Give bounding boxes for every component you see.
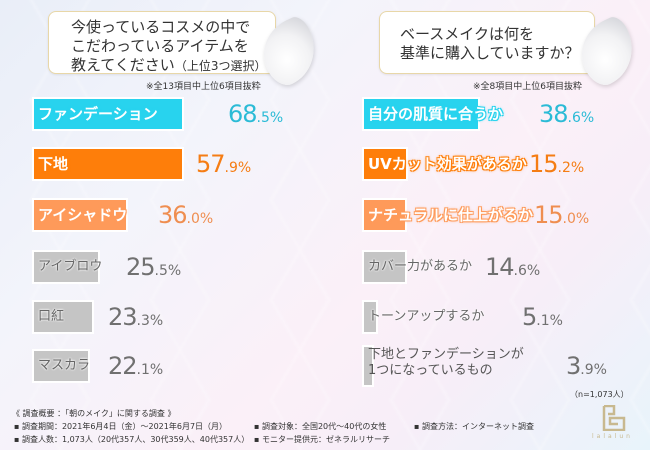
bar-row: アイシャドウ 36.0% bbox=[32, 198, 312, 232]
bar-row: 下地とファンデーションが 1つになっているもの 3.9% bbox=[362, 345, 642, 387]
value-integer: 15 bbox=[529, 150, 559, 178]
bar bbox=[32, 300, 94, 334]
bar-label: カバー力があるか bbox=[368, 259, 473, 274]
bar-label: 下地 bbox=[38, 155, 69, 173]
value-decimal: .6% bbox=[567, 110, 595, 126]
left-note: ※全13項目中上位6項目抜粋 bbox=[146, 82, 261, 92]
logo-glyph-icon bbox=[602, 404, 626, 432]
bar bbox=[362, 198, 407, 232]
bar-label: 下地とファンデーションが 1つになっているもの bbox=[368, 347, 524, 379]
bar-row: トーンアップするか 5.1% bbox=[362, 300, 642, 334]
bar-label-line: 下地とファンデーションが bbox=[368, 347, 524, 362]
value-decimal: .6% bbox=[513, 263, 541, 279]
value-integer: 15 bbox=[534, 201, 564, 229]
value-decimal: .1% bbox=[536, 313, 563, 329]
value-integer: 22 bbox=[108, 352, 138, 380]
bar-value: 3.9% bbox=[566, 349, 607, 383]
left-question-line-3: 教えてください（上位3つ選択） bbox=[71, 56, 266, 76]
left-question-suffix: （上位3つ選択） bbox=[174, 59, 267, 73]
value-decimal: .0% bbox=[186, 211, 214, 227]
bar-row: カバー力があるか 14.6% bbox=[362, 250, 642, 284]
value-decimal: .5% bbox=[154, 263, 182, 279]
bar-label: マスカラ bbox=[38, 358, 91, 373]
bar bbox=[362, 250, 407, 284]
sample-size: （n=1,073人） bbox=[570, 390, 629, 399]
bar-label: アイブロウ bbox=[38, 259, 103, 274]
bar bbox=[362, 147, 408, 181]
value-integer: 14 bbox=[485, 253, 515, 281]
value-integer: 3 bbox=[566, 352, 581, 380]
bar-label: ファンデーション bbox=[38, 105, 158, 123]
value-decimal: .1% bbox=[136, 362, 164, 378]
bar-label: ナチュラルに仕上がるか bbox=[368, 206, 534, 224]
value-decimal: .9% bbox=[224, 160, 252, 176]
footer-target: ▪ 調査対象：全国20代～40代の女性 bbox=[254, 422, 387, 431]
footer-provider: ▪ モニター提供元：ゼネラルリサーチ bbox=[254, 435, 390, 444]
left-question-line-1: 今使っているコスメの中で bbox=[71, 18, 251, 36]
footer-title: 《 調査概要 ：「朝のメイク」に関する調査 》 bbox=[12, 409, 176, 418]
value-integer: 57 bbox=[196, 150, 226, 178]
bar bbox=[32, 97, 184, 131]
bar-value: 68.5% bbox=[228, 97, 283, 131]
value-decimal: .3% bbox=[136, 313, 164, 329]
bar bbox=[32, 349, 90, 383]
value-integer: 68 bbox=[228, 100, 258, 128]
value-decimal: .2% bbox=[557, 160, 585, 176]
value-decimal: .9% bbox=[580, 362, 607, 378]
right-question-box: ベースメイクは何を 基準に購入していますか？ bbox=[379, 11, 595, 74]
bar-row: 口紅 23.3% bbox=[32, 300, 312, 334]
bar-label: アイシャドウ bbox=[38, 206, 128, 224]
bar bbox=[32, 147, 184, 181]
bar-value: 36.0% bbox=[158, 198, 213, 232]
right-question-line-2: 基準に購入していますか？ bbox=[400, 44, 580, 62]
value-integer: 36 bbox=[158, 201, 188, 229]
bar-label-line: 1つになっているもの bbox=[368, 363, 493, 378]
footer-count: ▪ 調査人数：1,073人（20代357人、30代359人、40代357人） bbox=[14, 435, 250, 444]
bar-label: 自分の肌質に合うか bbox=[368, 105, 504, 123]
bar bbox=[362, 97, 480, 131]
bar-row: 下地 57.9% bbox=[32, 147, 312, 181]
bar-row: ファンデーション 68.5% bbox=[32, 97, 312, 131]
bar bbox=[362, 300, 378, 334]
bar bbox=[362, 345, 374, 387]
right-note: ※全8項目中上位6項目抜粋 bbox=[473, 82, 582, 92]
bar-value: 14.6% bbox=[485, 250, 540, 284]
bar-row: 自分の肌質に合うか 38.6% bbox=[362, 97, 642, 131]
value-integer: 38 bbox=[539, 100, 569, 128]
value-decimal: .0% bbox=[562, 211, 590, 227]
left-question-line-2: こだわっているアイテムを bbox=[71, 37, 249, 55]
value-integer: 5 bbox=[522, 303, 537, 331]
bar-row: アイブロウ 25.5% bbox=[32, 250, 312, 284]
value-integer: 23 bbox=[108, 303, 138, 331]
bar-value: 25.5% bbox=[126, 250, 181, 284]
bar-value: 38.6% bbox=[539, 97, 594, 131]
lalalun-logo-icon: lalalun bbox=[592, 404, 630, 440]
logo-text: lalalun bbox=[592, 433, 633, 440]
bar-value: 5.1% bbox=[522, 300, 563, 334]
bar-value: 15.0% bbox=[534, 198, 589, 232]
bar-value: 57.9% bbox=[196, 147, 251, 181]
bar-value: 23.3% bbox=[108, 300, 163, 334]
footer-method: ▪ 調査方法：インターネット調査 bbox=[414, 422, 534, 431]
bar bbox=[32, 198, 128, 232]
bar-value: 22.1% bbox=[108, 349, 163, 383]
value-integer: 25 bbox=[126, 253, 156, 281]
value-decimal: .5% bbox=[256, 110, 284, 126]
bar-label: UVカット効果があるか bbox=[368, 155, 527, 173]
footer-period: ▪ 調査期間：2021年6月4日（金）～2021年6月7日（月） bbox=[14, 422, 228, 431]
bar-row: UVカット効果があるか 15.2% bbox=[362, 147, 642, 181]
left-question-box: 今使っているコスメの中で こだわっているアイテムを 教えてください（上位3つ選択… bbox=[48, 11, 276, 74]
left-question-line-3-text: 教えてください bbox=[71, 56, 175, 74]
bar-value: 15.2% bbox=[529, 147, 584, 181]
bar-row: マスカラ 22.1% bbox=[32, 349, 312, 383]
bar bbox=[32, 250, 100, 284]
right-question-line-1: ベースメイクは何を bbox=[400, 25, 534, 43]
bar-label: 口紅 bbox=[38, 309, 65, 324]
bar-row: ナチュラルに仕上がるか 15.0% bbox=[362, 198, 642, 232]
bar-label: トーンアップするか bbox=[368, 309, 485, 324]
